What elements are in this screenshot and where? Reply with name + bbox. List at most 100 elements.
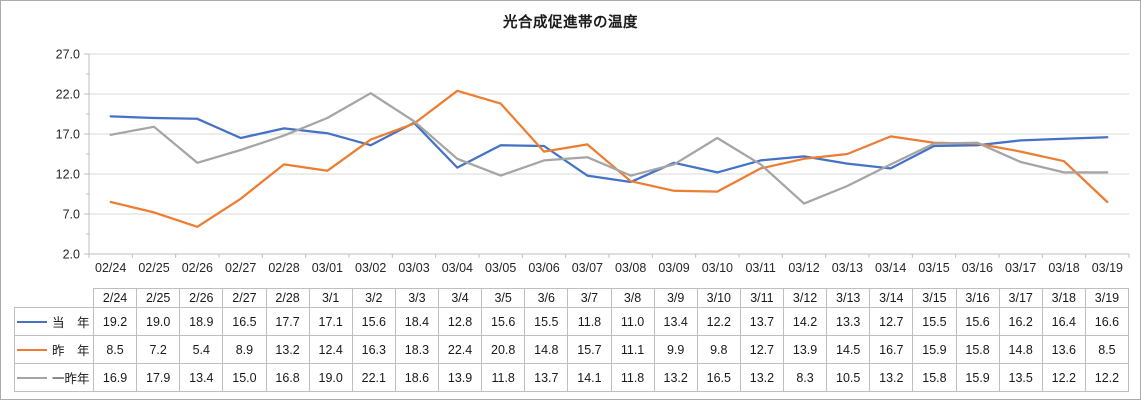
x-axis-tick-label: 02/24 [95,261,126,275]
table-value-cell: 13.3 [826,307,871,336]
x-axis-tick-label: 02/28 [268,261,299,275]
table-value-cell: 12.2 [696,307,741,336]
table-value-cell: 12.4 [308,335,353,364]
table-value-cell: 20.8 [481,335,526,364]
table-value-cell: 22.1 [351,363,396,392]
table-value-cell: 19.0 [308,363,353,392]
x-axis-tick-label: 03/06 [528,261,559,275]
x-axis-tick-label: 03/05 [485,261,516,275]
table-value-cell: 18.3 [394,335,440,364]
table-value-cell: 16.4 [1041,307,1086,336]
table-value-cell: 12.7 [739,335,785,364]
table-header-date: 3/15 [912,288,957,308]
table-value-cell: 15.8 [955,335,1000,364]
legend-cell-two-years-ago: 一昨年 [14,363,94,392]
table-header-date: 2/26 [179,288,224,308]
x-axis-tick-label: 03/13 [832,261,863,275]
table-value-cell: 7.2 [136,335,181,364]
table-value-cell: 15.9 [912,335,957,364]
y-axis-tick-label: 12.0 [56,168,80,182]
table-value-cell: 11.0 [610,307,655,336]
table-value-cell: 11.8 [481,363,526,392]
x-axis-tick-label: 02/26 [182,261,213,275]
table-corner-cell [15,289,94,308]
table-value-cell: 5.4 [179,335,224,364]
table-value-cell: 11.8 [610,363,655,392]
table-header-date: 3/19 [1084,288,1130,308]
legend-line-icon [17,348,47,351]
x-axis-tick-label: 03/17 [1005,261,1036,275]
table-header-date: 3/8 [610,288,655,308]
table-value-cell: 17.7 [265,307,310,336]
x-axis-tick-label: 03/10 [702,261,733,275]
table-value-cell: 13.2 [739,363,785,392]
table-header-date: 3/10 [696,288,741,308]
table-value-cell: 13.9 [782,335,828,364]
table-value-cell: 13.7 [524,363,569,392]
table-value-cell: 13.5 [998,363,1043,392]
table-value-cell: 16.6 [1084,307,1130,336]
table-value-cell: 15.9 [955,363,1000,392]
table-header-date: 3/2 [351,288,396,308]
series-line-last-year [109,89,1109,228]
table-value-cell: 14.2 [782,307,828,336]
table-value-cell: 15.6 [481,307,526,336]
table-header-date: 2/24 [92,288,138,308]
table-value-cell: 18.4 [394,307,440,336]
table-value-cell: 8.3 [782,363,828,392]
x-axis-tick-label: 03/19 [1092,261,1123,275]
table-value-cell: 8.9 [222,335,267,364]
table-value-cell: 11.1 [610,335,655,364]
table-header-date: 3/16 [955,288,1000,308]
table-value-cell: 13.9 [437,363,483,392]
table-header-date: 3/18 [1041,288,1086,308]
x-axis-tick-label: 03/14 [875,261,906,275]
data-table: 2/24 2/25 2/26 2/27 2/28 3/1 3/2 3/3 3/4 3/5 3/6 3/… [14,288,1130,392]
table-header-date: 2/25 [136,288,181,308]
table-value-cell: 15.5 [524,307,569,336]
x-axis-tick-label: 03/16 [962,261,993,275]
table-value-cell: 19.2 [92,307,138,336]
series-line-this-year [109,115,1109,184]
table-value-cell: 15.5 [912,307,957,336]
table-value-cell: 16.2 [998,307,1043,336]
x-axis-tick-label: 02/25 [138,261,169,275]
table-value-cell: 9.8 [696,335,741,364]
table-header-date: 3/7 [567,288,612,308]
table-header-date: 2/27 [222,288,267,308]
series-label: 一昨年 [52,372,90,386]
legend-cell-this-year: 当 年 [14,307,94,336]
table-value-cell: 13.2 [265,335,310,364]
series-line-two-years-ago [109,92,1109,205]
x-axis-tick-label: 03/04 [442,261,473,275]
table-header-date: 3/6 [524,288,569,308]
series-label: 昨 年 [52,344,90,358]
x-axis-tick-label: 03/01 [312,261,343,275]
table-header-row: 2/24 2/25 2/26 2/27 2/28 3/1 3/2 3/3 3/4 3/5 3/6 3/… [15,288,1130,308]
y-axis-tick-label: 22.0 [56,88,80,102]
table-value-cell: 10.5 [826,363,871,392]
table-value-cell: 16.5 [222,307,267,336]
x-axis-tick-label: 03/15 [918,261,949,275]
table-value-cell: 13.2 [653,363,698,392]
table-header-date: 3/14 [869,288,914,308]
table-row-two-years-ago: 一昨年 16.9 17.9 13.4 15.0 16.8 19.0 22.1 18.6 13.9 1… [14,363,1130,392]
table-value-cell: 18.9 [179,307,224,336]
table-header-date: 3/3 [394,288,440,308]
table-value-cell: 12.7 [869,307,914,336]
table-value-cell: 13.7 [739,307,785,336]
series-label: 当 年 [52,316,90,330]
table-value-cell: 13.4 [179,363,224,392]
y-axis-tick-label: 7.0 [63,208,80,222]
table-value-cell: 15.6 [955,307,1000,336]
table-header-date: 3/11 [739,288,785,308]
legend-line-icon [17,320,47,323]
x-axis-tick-label: 03/18 [1048,261,1079,275]
y-axis-tick-label: 2.0 [63,248,80,262]
table-header-date: 3/17 [998,288,1043,308]
table-value-cell: 12.8 [437,307,483,336]
table-value-cell: 9.9 [653,335,698,364]
table-value-cell: 15.0 [222,363,267,392]
table-value-cell: 19.0 [136,307,181,336]
table-value-cell: 14.5 [826,335,871,364]
